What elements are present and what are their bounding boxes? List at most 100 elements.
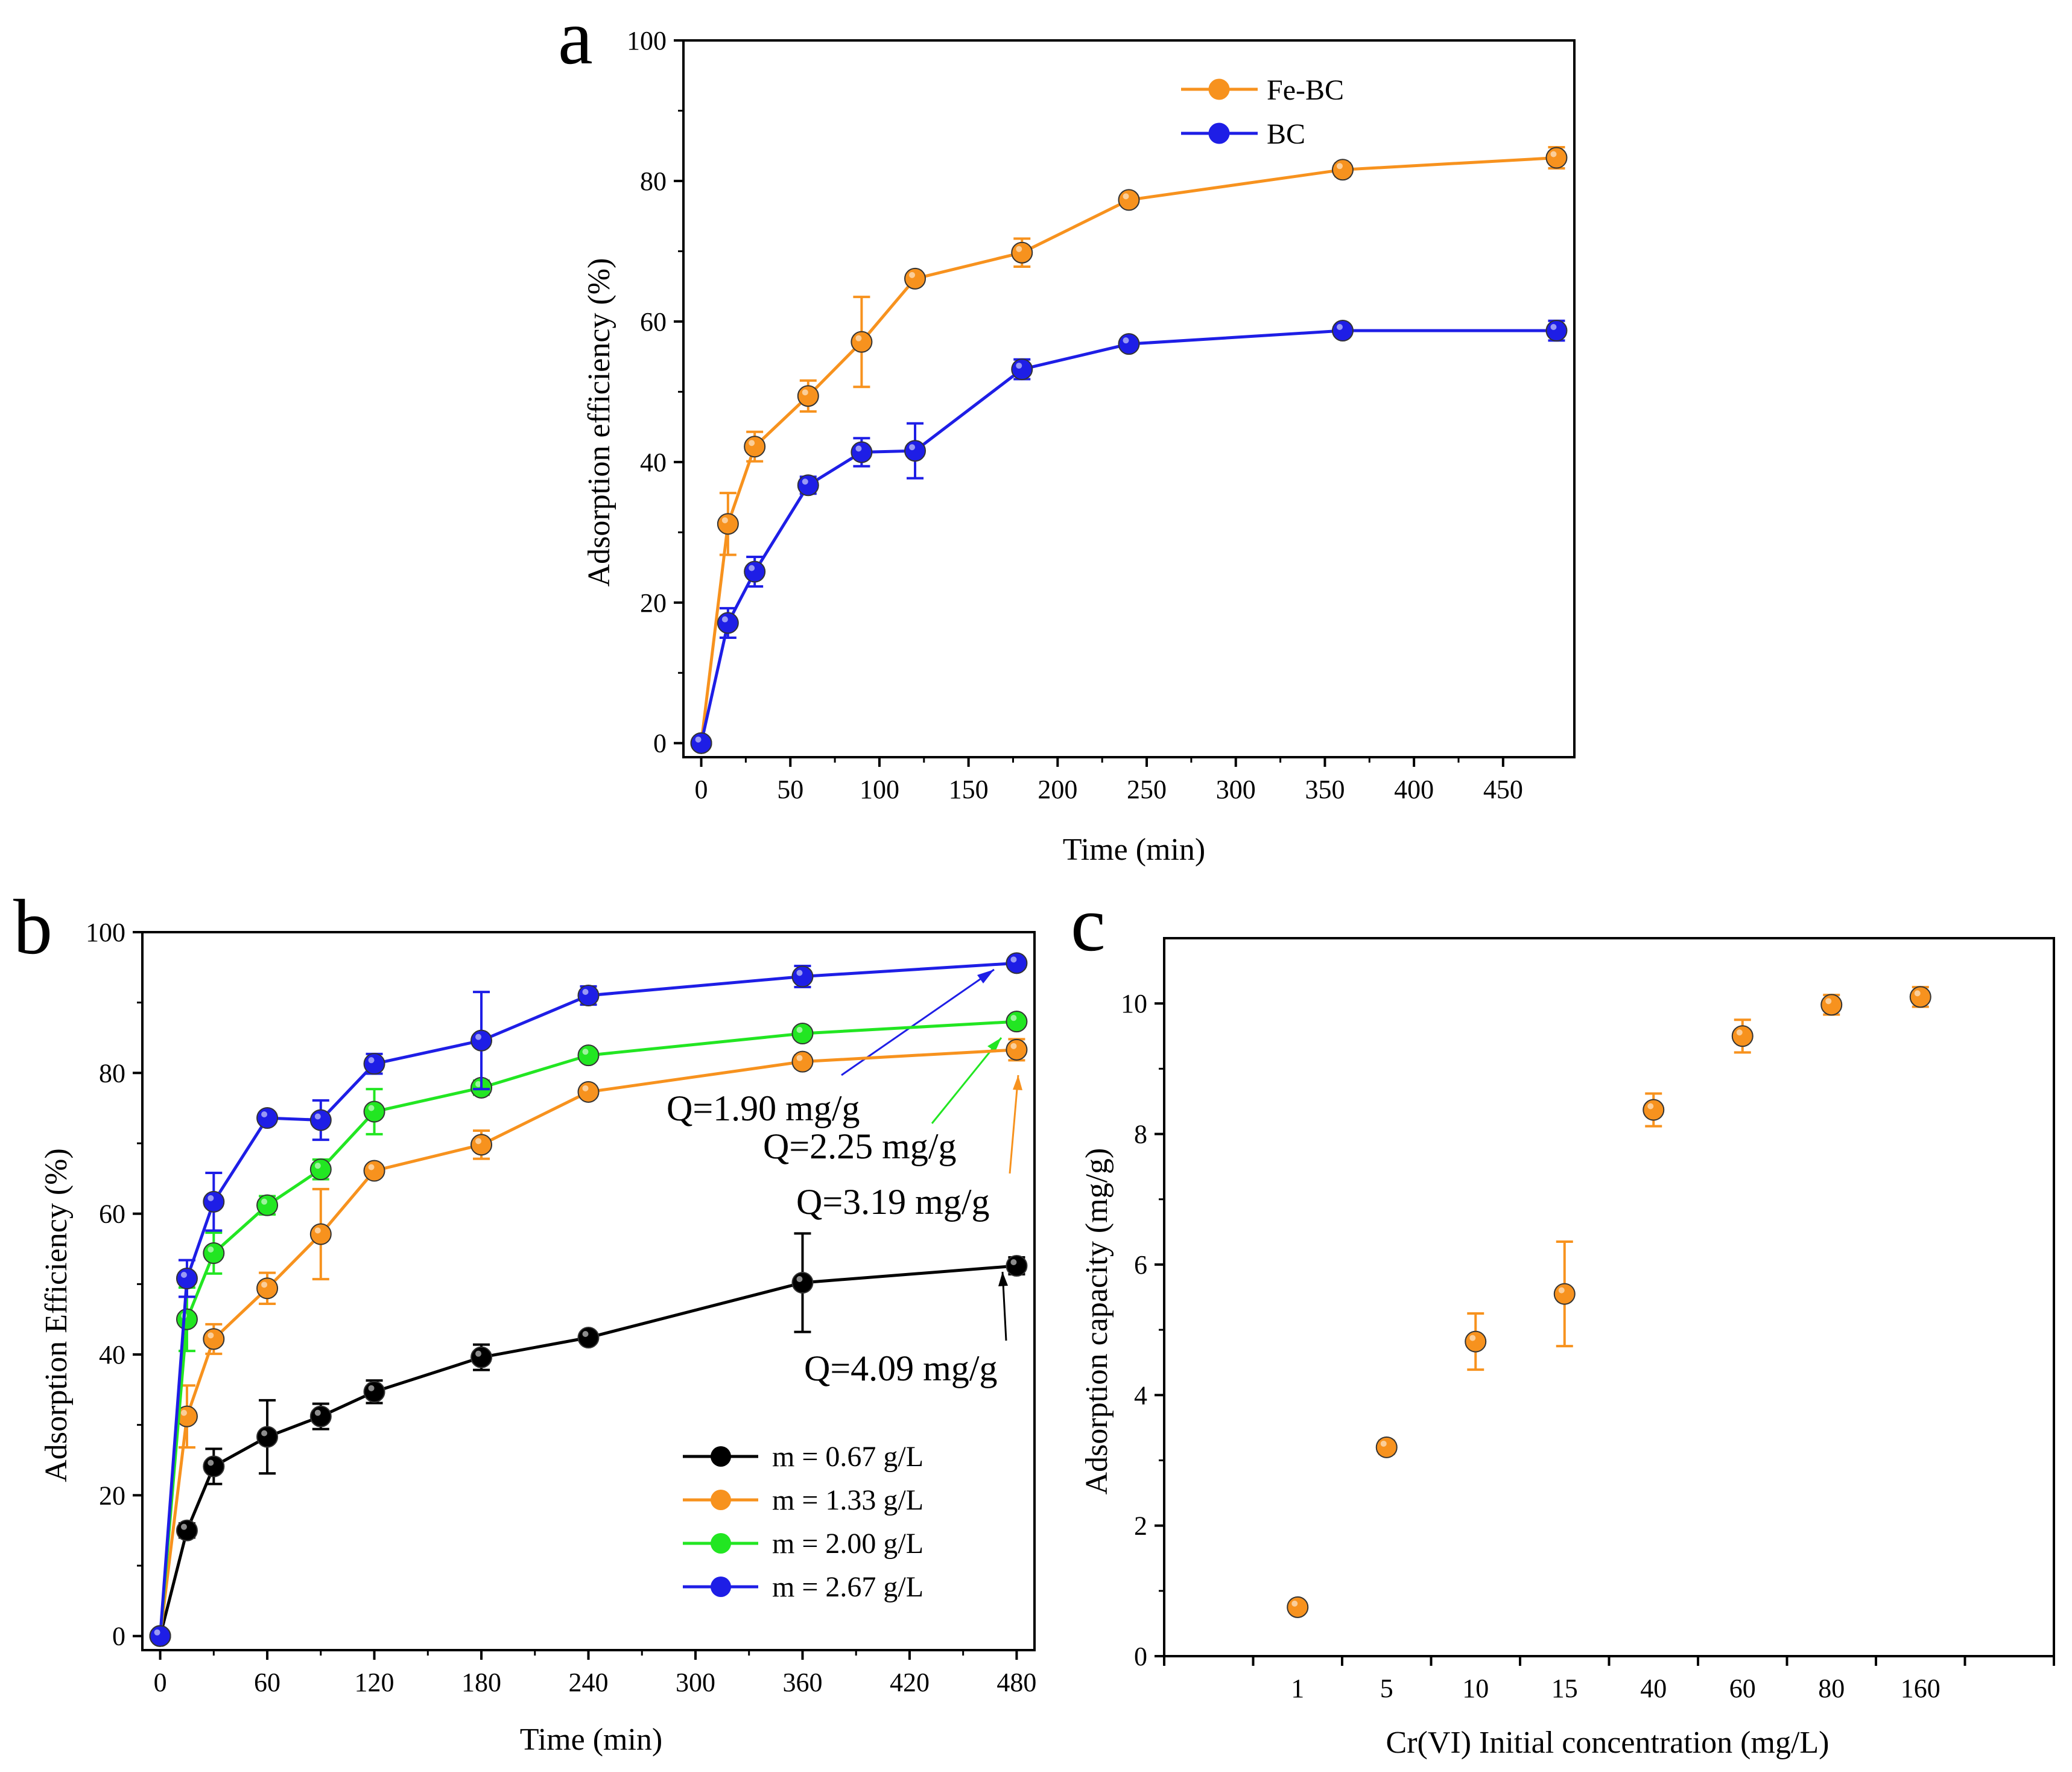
x-axis-title-b: Time (min) xyxy=(520,1723,662,1757)
data-point-highlight-b-m-2-00-g-l-60 xyxy=(261,1198,268,1205)
x-tick-label-a-400: 400 xyxy=(1394,775,1434,804)
series-line-a-fe-bc xyxy=(700,156,1557,744)
data-point-highlight-b-m-2-67-g-l-180 xyxy=(475,1034,482,1040)
annotation-arrowhead-q-1-90 xyxy=(977,970,994,983)
annotation-q-4-09: Q=4.09 mg/g xyxy=(804,1348,998,1388)
data-point-highlight-b-m-0-67-g-l-120 xyxy=(368,1385,375,1391)
y-tick-label-a-20: 20 xyxy=(640,588,667,618)
data-point-highlight-a-bc-120 xyxy=(909,444,916,451)
data-point-highlight-c-fe-bc-1 xyxy=(1291,1600,1298,1607)
chart-panel-c: c Cr(VI) Initial concentration (mg/L) Ad… xyxy=(1071,881,2055,1760)
data-point-highlight-b-m-2-67-g-l-480 xyxy=(1010,956,1017,963)
data-point-b-m-1-33-g-l-240 xyxy=(577,1081,600,1103)
legend-label-fe-bc: Fe-BC xyxy=(1267,74,1344,106)
legend-label-bc: BC xyxy=(1267,118,1305,150)
annotation-q-3-19: Q=3.19 mg/g xyxy=(796,1182,990,1222)
data-point-b-m-2-00-g-l-480 xyxy=(1006,1011,1028,1033)
data-point-highlight-a-bc-180 xyxy=(1016,363,1022,369)
data-point-a-fe-bc-120 xyxy=(904,267,927,290)
data-point-highlight-a-fe-bc-360 xyxy=(1336,163,1343,170)
annotation-arrowhead-q-4-09 xyxy=(998,1272,1008,1286)
data-point-b-m-2-00-g-l-60 xyxy=(256,1194,279,1216)
data-point-b-m-1-33-g-l-60 xyxy=(256,1277,279,1300)
x-axis-title-c: Cr(VI) Initial concentration (mg/L) xyxy=(1386,1726,1830,1760)
data-point-a-bc-15 xyxy=(717,612,739,634)
data-point-b-m-2-67-g-l-360 xyxy=(791,965,814,988)
data-point-highlight-b-m-2-67-g-l-0 xyxy=(154,1629,160,1636)
y-tick-label-c-6: 6 xyxy=(1134,1250,1147,1280)
data-point-highlight-a-fe-bc-30 xyxy=(749,440,755,446)
legend-label-m267: m = 2.67 g/L xyxy=(772,1571,924,1603)
series-line-b-m-0-67-g-l xyxy=(159,1264,1017,1637)
data-point-a-fe-bc-90 xyxy=(851,331,873,353)
x-tick-label-a-450: 450 xyxy=(1483,775,1523,804)
legend-label-m133: m = 1.33 g/L xyxy=(772,1484,924,1516)
y-tick-label-c-10: 10 xyxy=(1121,989,1147,1018)
data-point-highlight-b-m-0-67-g-l-15 xyxy=(180,1523,187,1530)
y-tick-label-c-0: 0 xyxy=(1134,1642,1147,1671)
data-point-c-fe-bc-5 xyxy=(1375,1436,1398,1458)
data-point-b-m-2-67-g-l-180 xyxy=(470,1029,493,1052)
x-tick-label-b-480: 480 xyxy=(996,1668,1036,1697)
data-point-highlight-a-fe-bc-120 xyxy=(909,272,916,278)
x-tick-label-c-60: 60 xyxy=(1729,1674,1756,1703)
data-point-highlight-b-m-2-00-g-l-480 xyxy=(1010,1015,1017,1021)
data-point-c-fe-bc-1 xyxy=(1287,1596,1309,1618)
data-point-highlight-c-fe-bc-40 xyxy=(1647,1103,1654,1110)
x-tick-label-a-150: 150 xyxy=(949,775,989,804)
data-point-b-m-1-33-g-l-480 xyxy=(1006,1038,1028,1061)
panel-label-c: c xyxy=(1071,881,1106,968)
data-point-highlight-b-m-1-33-g-l-120 xyxy=(368,1164,375,1170)
data-point-a-bc-480 xyxy=(1545,320,1568,342)
legend-a: Fe-BC BC xyxy=(1181,74,1344,150)
data-point-highlight-b-m-0-67-g-l-360 xyxy=(796,1276,803,1282)
data-point-highlight-b-m-1-33-g-l-15 xyxy=(180,1409,187,1416)
x-tick-label-b-360: 360 xyxy=(782,1668,822,1697)
panel-label-b: b xyxy=(13,884,52,971)
x-tick-label-c-160: 160 xyxy=(1901,1674,1941,1703)
data-point-a-bc-120 xyxy=(904,440,927,462)
data-point-a-fe-bc-60 xyxy=(797,385,819,407)
data-point-highlight-a-bc-240 xyxy=(1123,337,1129,344)
x-tick-label-c-80: 80 xyxy=(1818,1674,1845,1703)
x-tick-label-a-350: 350 xyxy=(1305,775,1345,804)
data-point-b-m-2-67-g-l-60 xyxy=(256,1107,279,1129)
data-point-highlight-b-m-2-00-g-l-30 xyxy=(208,1246,214,1253)
x-tick-label-b-420: 420 xyxy=(890,1668,930,1697)
data-point-b-m-0-67-g-l-90 xyxy=(309,1405,332,1427)
chart-panel-a: a Time (min) Adsorption efficiency (%) F… xyxy=(558,0,1576,867)
legend-marker-m067 xyxy=(711,1446,731,1467)
data-point-b-m-2-00-g-l-30 xyxy=(203,1242,225,1264)
data-point-a-bc-60 xyxy=(797,474,819,497)
data-point-b-m-1-33-g-l-120 xyxy=(363,1160,385,1182)
x-tick-label-c-5: 5 xyxy=(1380,1674,1393,1703)
legend-label-m067: m = 0.67 g/L xyxy=(772,1441,924,1473)
data-point-highlight-b-m-0-67-g-l-240 xyxy=(582,1331,589,1337)
data-point-highlight-c-fe-bc-160 xyxy=(1914,990,1921,997)
data-point-highlight-b-m-2-67-g-l-360 xyxy=(796,970,803,976)
data-point-b-m-2-67-g-l-480 xyxy=(1006,952,1028,974)
data-point-b-m-0-67-g-l-180 xyxy=(470,1346,493,1368)
data-point-highlight-b-m-2-00-g-l-240 xyxy=(582,1049,589,1055)
legend-label-m200: m = 2.00 g/L xyxy=(772,1528,924,1560)
data-point-b-m-1-33-g-l-90 xyxy=(309,1223,332,1245)
y-tick-label-a-40: 40 xyxy=(640,448,667,477)
legend-marker-m267 xyxy=(711,1577,731,1597)
data-point-highlight-a-bc-90 xyxy=(855,445,862,452)
data-point-highlight-b-m-1-33-g-l-180 xyxy=(475,1138,482,1145)
data-point-highlight-a-bc-360 xyxy=(1336,324,1343,331)
data-point-a-fe-bc-180 xyxy=(1011,241,1033,264)
data-point-b-m-1-33-g-l-360 xyxy=(791,1050,814,1073)
legend-marker-bc xyxy=(1208,122,1230,144)
series-line-b-m-2-00-g-l xyxy=(159,1020,1017,1636)
data-point-highlight-b-m-0-67-g-l-30 xyxy=(208,1459,214,1466)
legend-b: m = 0.67 g/L m = 1.33 g/L m = 2.00 g/L m… xyxy=(683,1441,924,1603)
data-point-highlight-a-bc-30 xyxy=(749,565,755,571)
data-point-b-m-2-00-g-l-240 xyxy=(577,1044,600,1067)
data-point-highlight-a-fe-bc-240 xyxy=(1123,193,1129,200)
data-point-b-m-0-67-g-l-30 xyxy=(203,1455,225,1478)
x-tick-label-b-300: 300 xyxy=(676,1668,715,1697)
data-point-highlight-a-fe-bc-90 xyxy=(855,335,862,341)
x-tick-label-b-60: 60 xyxy=(254,1668,280,1697)
data-point-c-fe-bc-160 xyxy=(1909,986,1931,1008)
